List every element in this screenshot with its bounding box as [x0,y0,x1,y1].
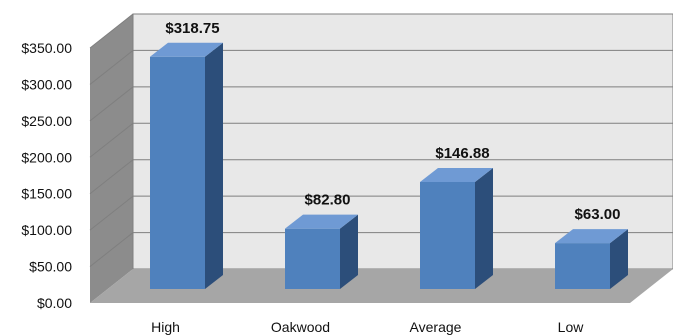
y-tick-label: $250.00 [21,113,72,129]
x-tick-label: High [151,319,180,335]
bar-front [285,228,340,289]
gridline-side [89,159,134,195]
x-tick-label: Low [558,319,585,335]
x-tick-label: Oakwood [271,319,330,335]
bar-side [475,167,493,289]
bar-top [150,42,223,57]
gridline-side [89,50,134,85]
bar [285,214,358,289]
chart-floor [90,269,673,303]
bar-side [610,229,628,289]
y-tick-label: $150.00 [21,186,72,202]
data-label: $82.80 [305,192,351,209]
y-axis-ticks: $0.00 $50.00 $100.00 $150.00 $200.00 $250.00 $… [21,40,72,311]
gridline-side [89,86,134,122]
bar [420,167,493,289]
x-tick-label: Average [410,319,462,335]
bar-top [555,229,628,244]
data-label: $318.75 [165,20,219,37]
bar-front [150,56,205,290]
y-tick-label: $0.00 [37,295,72,311]
gridline-side [89,195,134,231]
gridline-side [89,13,134,49]
y-tick-label: $350.00 [21,40,72,56]
data-label: $63.00 [575,206,621,223]
bar-side [340,214,358,289]
bar-side [205,42,223,290]
bar [555,229,628,289]
bar [150,42,223,290]
bar-front [555,243,610,289]
x-axis-labels: High Oakwood Average Low [151,319,584,335]
data-label: $146.88 [435,145,489,162]
bar-top [285,214,358,229]
bars [150,42,628,290]
chart-side-wall [90,14,133,303]
bar-front [420,181,475,289]
gridline-side [89,232,134,267]
y-tick-label: $300.00 [21,76,72,92]
bar-top [420,167,493,182]
y-tick-label: $50.00 [29,259,72,275]
data-labels: $318.75 $82.80 $146.88 $63.00 [165,20,620,223]
y-tick-label: $100.00 [21,222,72,238]
gridline-side [89,122,134,158]
y-tick-label: $200.00 [21,149,72,165]
